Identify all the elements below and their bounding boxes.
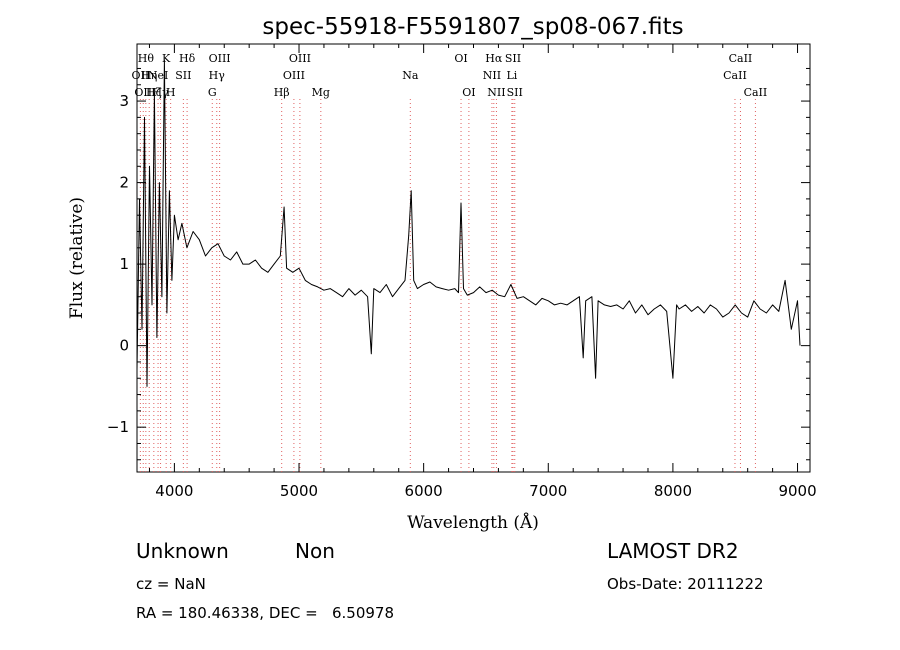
axis-ticks: 4000 5000 6000 7000 8000 9000 −1 0 1 2 3 — [107, 44, 817, 500]
chart-title: spec-55918-F5591807_sp08-067.fits — [262, 14, 683, 40]
line-label-10: Hδ — [179, 52, 196, 65]
object-subclass: Non — [295, 539, 335, 563]
x-tick-label-4: 8000 — [654, 482, 692, 500]
line-label-26: SII — [507, 86, 523, 99]
spectrum-series — [136, 59, 801, 387]
line-label-5: NeI — [148, 69, 168, 82]
line-label-4: Hζ — [146, 86, 162, 99]
line-label-27: CaII — [723, 69, 747, 82]
line-label-8: H — [166, 86, 176, 99]
line-label-18: Na — [402, 69, 419, 82]
line-label-3: Hη — [141, 69, 157, 82]
x-tick-label-1: 5000 — [280, 482, 318, 500]
line-label-29: CaII — [744, 86, 768, 99]
line-label-1: OII — [134, 86, 152, 99]
y-tick-label-4: 3 — [119, 92, 129, 110]
line-label-21: NII — [483, 69, 501, 82]
observation-date: Obs-Date: 20111222 — [607, 575, 764, 593]
coordinates-readout: RA = 180.46338, DEC = 6.50978 — [136, 604, 395, 622]
line-label-25: SII — [505, 52, 521, 65]
spectral-line-markers — [139, 99, 756, 472]
line-label-28: CaII — [729, 52, 753, 65]
line-label-20: OI — [462, 86, 475, 99]
y-tick-label-2: 1 — [119, 255, 129, 273]
line-label-7: K — [162, 52, 171, 65]
y-tick-label-0: −1 — [107, 418, 129, 436]
line-label-23: NII — [487, 86, 505, 99]
line-label-14: Hβ — [274, 86, 290, 99]
line-label-11: G — [208, 86, 217, 99]
line-label-22: Hα — [485, 52, 503, 65]
x-axis-label: Wavelength (Å) — [407, 512, 539, 533]
redshift-readout: cz = NaN — [136, 575, 206, 593]
line-label-2: Hθ — [138, 52, 155, 65]
line-label-24: Li — [506, 69, 517, 82]
line-label-17: Mg — [312, 86, 330, 99]
line-label-9: SII — [175, 69, 191, 82]
line-label-16: OIII — [289, 52, 311, 65]
spectral-line-labels: OIIOIIHθHηHζNeIHγKHSIIHδGHγOIIIHβOIIIOII… — [132, 52, 768, 99]
line-label-15: OIII — [283, 69, 305, 82]
survey-name: LAMOST DR2 — [607, 539, 739, 563]
spectrum-line-0 — [136, 59, 801, 387]
x-tick-label-0: 4000 — [155, 482, 193, 500]
line-label-13: OIII — [209, 52, 231, 65]
line-label-12: Hγ — [209, 69, 226, 82]
plot-frame — [136, 43, 811, 473]
object-class: Unknown — [136, 539, 229, 563]
y-tick-label-1: 0 — [119, 337, 129, 355]
line-label-19: OI — [454, 52, 467, 65]
y-tick-label-3: 2 — [119, 174, 129, 192]
x-tick-label-5: 9000 — [778, 482, 816, 500]
x-tick-label-2: 6000 — [405, 482, 443, 500]
x-tick-label-3: 7000 — [529, 482, 567, 500]
y-axis-label: Flux (relative) — [67, 197, 87, 319]
line-label-0: OII — [132, 69, 150, 82]
